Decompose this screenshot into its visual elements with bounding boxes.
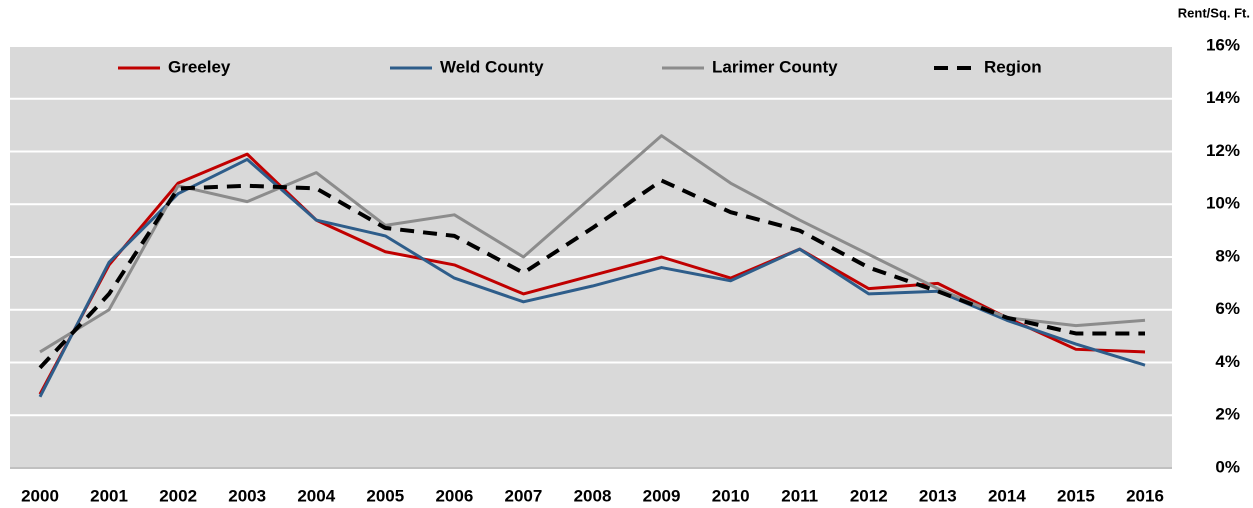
y-tick-label: 10%: [1206, 194, 1240, 213]
x-tick-label: 2012: [850, 486, 888, 505]
x-tick-label: 2013: [919, 486, 957, 505]
x-tick-label: 2002: [159, 486, 197, 505]
y-tick-label: 2%: [1215, 405, 1240, 424]
y-tick-label: 12%: [1206, 141, 1240, 160]
y-tick-label: 4%: [1215, 352, 1240, 371]
legend-label: Region: [984, 57, 1042, 76]
y-tick-label: 14%: [1206, 88, 1240, 107]
series-line: [38, 178, 1145, 370]
legend-label: Larimer County: [712, 57, 838, 76]
legend-label: Greeley: [168, 57, 231, 76]
y-tick-label: 8%: [1215, 246, 1240, 265]
x-tick-label: 2000: [21, 486, 59, 505]
y-tick-label: 6%: [1215, 299, 1240, 318]
x-tick-label: 2004: [297, 486, 335, 505]
x-tick-label: 2016: [1126, 486, 1164, 505]
x-tick-label: 2003: [228, 486, 266, 505]
series-line: [38, 152, 1146, 395]
x-tick-label: 2009: [643, 486, 681, 505]
x-tick-label: 2007: [505, 486, 543, 505]
x-tick-label: 2010: [712, 486, 750, 505]
x-tick-label: 2001: [90, 486, 128, 505]
y-axis-title: Rent/Sq. Ft.: [1178, 5, 1250, 20]
y-tick-label: 16%: [1206, 35, 1240, 54]
x-tick-label: 2006: [435, 486, 473, 505]
x-tick-label: 2015: [1057, 486, 1095, 505]
legend-label: Weld County: [440, 57, 544, 76]
x-tick-label: 2014: [988, 486, 1026, 505]
y-tick-label: 0%: [1215, 457, 1240, 476]
x-tick-label: 2005: [366, 486, 404, 505]
x-tick-label: 2008: [574, 486, 612, 505]
x-tick-label: 2011: [781, 486, 818, 505]
